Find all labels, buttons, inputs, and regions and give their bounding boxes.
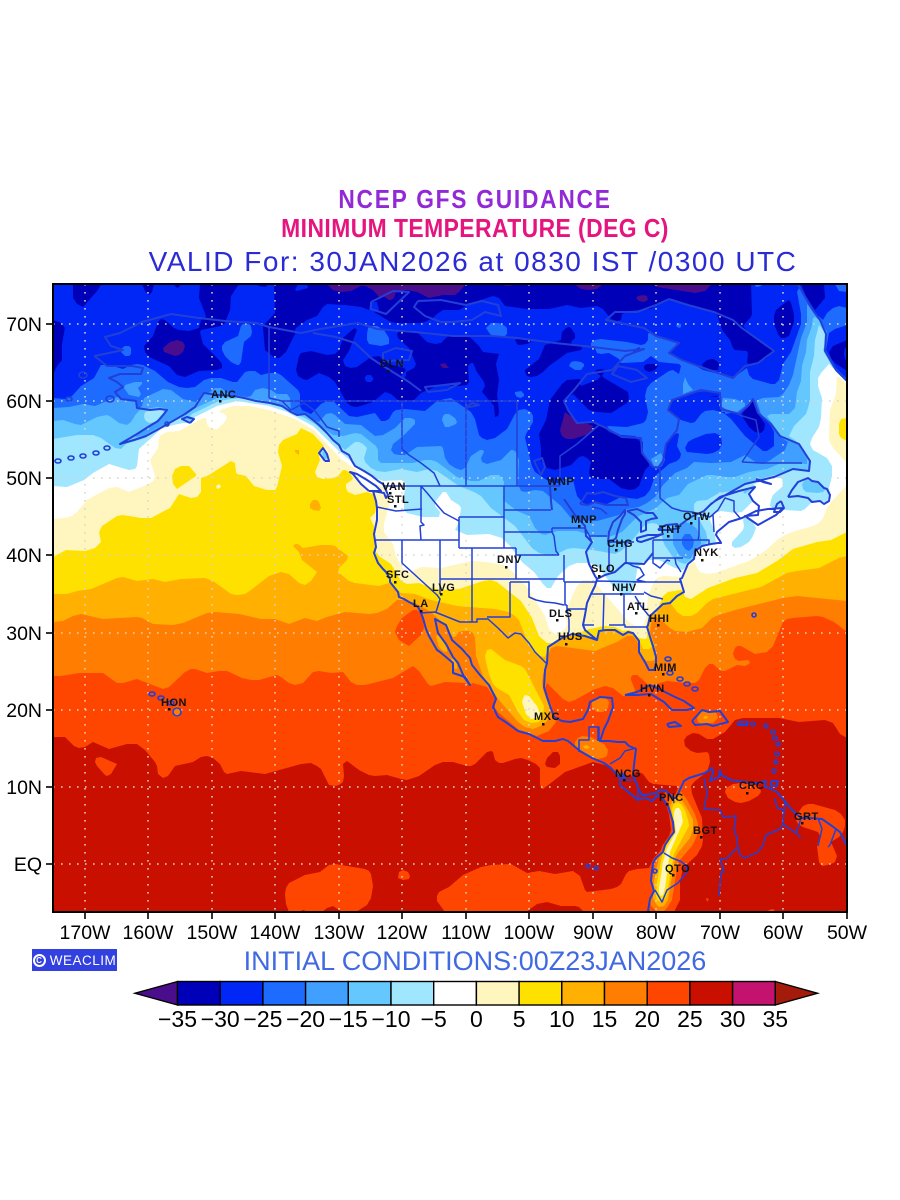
svg-text:DLN: DLN <box>380 358 404 370</box>
svg-text:25: 25 <box>677 1006 703 1032</box>
svg-text:LA: LA <box>413 598 429 610</box>
svg-text:PNC: PNC <box>659 792 684 804</box>
svg-text:20: 20 <box>634 1006 660 1032</box>
svg-text:70W: 70W <box>700 922 741 944</box>
svg-text:140W: 140W <box>250 922 302 944</box>
svg-text:MXC: MXC <box>534 711 560 723</box>
svg-text:160W: 160W <box>123 922 175 944</box>
svg-text:130W: 130W <box>314 922 366 944</box>
svg-text:ATL: ATL <box>627 601 649 613</box>
svg-text:35: 35 <box>763 1006 789 1032</box>
svg-text:120W: 120W <box>377 922 429 944</box>
svg-text:20N: 20N <box>6 700 42 722</box>
svg-text:TNT: TNT <box>659 524 682 536</box>
svg-text:WNP: WNP <box>547 476 574 488</box>
svg-text:STL: STL <box>387 494 409 506</box>
svg-text:QTO: QTO <box>665 863 690 875</box>
svg-text:0: 0 <box>470 1006 483 1032</box>
svg-text:HUS: HUS <box>558 631 583 643</box>
svg-text:80W: 80W <box>636 922 677 944</box>
svg-text:CRC: CRC <box>739 780 764 792</box>
svg-text:SFC: SFC <box>386 569 410 581</box>
svg-text:10N: 10N <box>6 777 42 799</box>
svg-text:DLS: DLS <box>549 608 573 620</box>
svg-text:NYK: NYK <box>694 547 719 559</box>
svg-text:40N: 40N <box>6 545 42 567</box>
svg-text:ANC: ANC <box>211 389 236 401</box>
svg-text:SLO: SLO <box>591 563 615 575</box>
svg-text:−5: −5 <box>421 1006 447 1032</box>
svg-text:100W: 100W <box>504 922 556 944</box>
svg-text:60N: 60N <box>6 391 42 413</box>
svg-text:30N: 30N <box>6 623 42 645</box>
svg-text:15: 15 <box>592 1006 618 1032</box>
svg-text:170W: 170W <box>60 922 112 944</box>
svg-text:−25: −25 <box>243 1006 282 1032</box>
svg-text:HVN: HVN <box>640 683 665 695</box>
svg-text:−30: −30 <box>201 1006 240 1032</box>
svg-text:−15: −15 <box>329 1006 368 1032</box>
svg-text:50W: 50W <box>827 922 868 944</box>
svg-text:CHG: CHG <box>607 538 633 550</box>
svg-text:5: 5 <box>513 1006 526 1032</box>
svg-text:MNP: MNP <box>571 514 597 526</box>
svg-text:OTW: OTW <box>683 511 710 523</box>
svg-text:70N: 70N <box>6 314 42 336</box>
svg-text:LVG: LVG <box>432 582 455 594</box>
svg-text:50N: 50N <box>6 468 42 490</box>
svg-text:−10: −10 <box>371 1006 410 1032</box>
svg-text:10: 10 <box>549 1006 575 1032</box>
svg-text:DNV: DNV <box>497 554 522 566</box>
svg-text:150W: 150W <box>187 922 239 944</box>
svg-text:BGT: BGT <box>693 825 718 837</box>
svg-text:HON: HON <box>161 697 187 709</box>
svg-text:VAN: VAN <box>382 481 406 493</box>
svg-text:−35: −35 <box>158 1006 197 1032</box>
svg-text:−20: −20 <box>286 1006 325 1032</box>
svg-text:HHI: HHI <box>649 613 669 625</box>
svg-text:GRT: GRT <box>794 811 819 823</box>
svg-text:NHV: NHV <box>612 582 637 594</box>
svg-text:110W: 110W <box>441 922 491 944</box>
svg-text:90W: 90W <box>573 922 614 944</box>
svg-text:EQ: EQ <box>14 854 42 876</box>
svg-text:30: 30 <box>720 1006 746 1032</box>
svg-text:60W: 60W <box>763 922 804 944</box>
svg-text:NCG: NCG <box>615 768 641 780</box>
svg-text:MIM: MIM <box>654 662 677 674</box>
